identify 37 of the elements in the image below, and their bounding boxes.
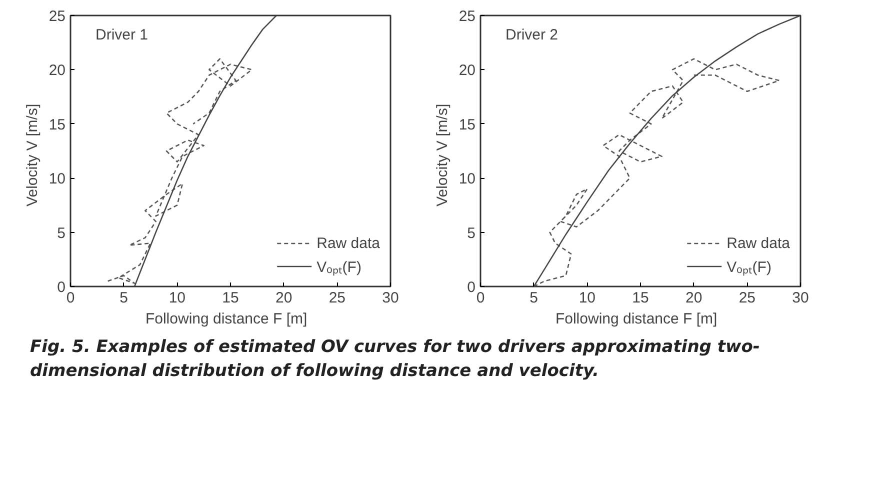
legend-label: Raw data [316, 234, 380, 252]
line-series [134, 16, 278, 286]
y-tick-label: 25 [458, 8, 476, 25]
y-axis-title: Velocity V [m/s] [434, 104, 451, 206]
x-tick-label: 5 [530, 290, 538, 306]
x-tick-label: 15 [222, 290, 239, 306]
legend-label: Raw data [726, 234, 790, 252]
x-axis-title: Following distance F [m] [145, 310, 308, 328]
y-tick-label: 10 [458, 170, 476, 188]
y-tick-label: 5 [467, 224, 476, 242]
x-tick-label: 5 [120, 290, 128, 306]
y-tick-label: 10 [48, 170, 66, 188]
legend-label: Vₒₚₜ(F) [726, 258, 772, 276]
x-tick-label: 10 [168, 290, 186, 306]
y-tick-label: 15 [458, 116, 476, 134]
x-tick-label: 20 [275, 290, 292, 306]
y-tick-label: 0 [467, 279, 476, 296]
text: Driver 2 [506, 26, 558, 44]
line-series [107, 58, 252, 284]
y-tick-label: 20 [48, 62, 66, 80]
x-tick-label: 25 [328, 290, 346, 306]
x-axis-title: Following distance F [m] [555, 310, 718, 328]
y-tick-label: 25 [48, 8, 66, 25]
y-tick-label: 20 [458, 62, 476, 80]
y-tick-label: 5 [57, 224, 66, 242]
y-tick-label: 0 [57, 279, 66, 296]
x-tick-label: 15 [632, 290, 649, 306]
x-tick-label: 30 [792, 290, 809, 306]
y-axis-title: Velocity V [m/s] [24, 104, 41, 206]
x-tick-label: 30 [382, 290, 399, 306]
legend-label: Vₒₚₜ(F) [316, 258, 362, 276]
y-tick-label: 15 [48, 116, 66, 134]
text: Driver 1 [96, 26, 148, 44]
x-tick-label: 20 [685, 290, 702, 306]
x-tick-label: 10 [578, 290, 596, 306]
x-tick-label: 25 [738, 290, 756, 306]
caption: Fig. 5. Examples of estimated OV curves for two drivers approximating two-dimensional distribution of following distance and velocity. [30, 336, 761, 384]
